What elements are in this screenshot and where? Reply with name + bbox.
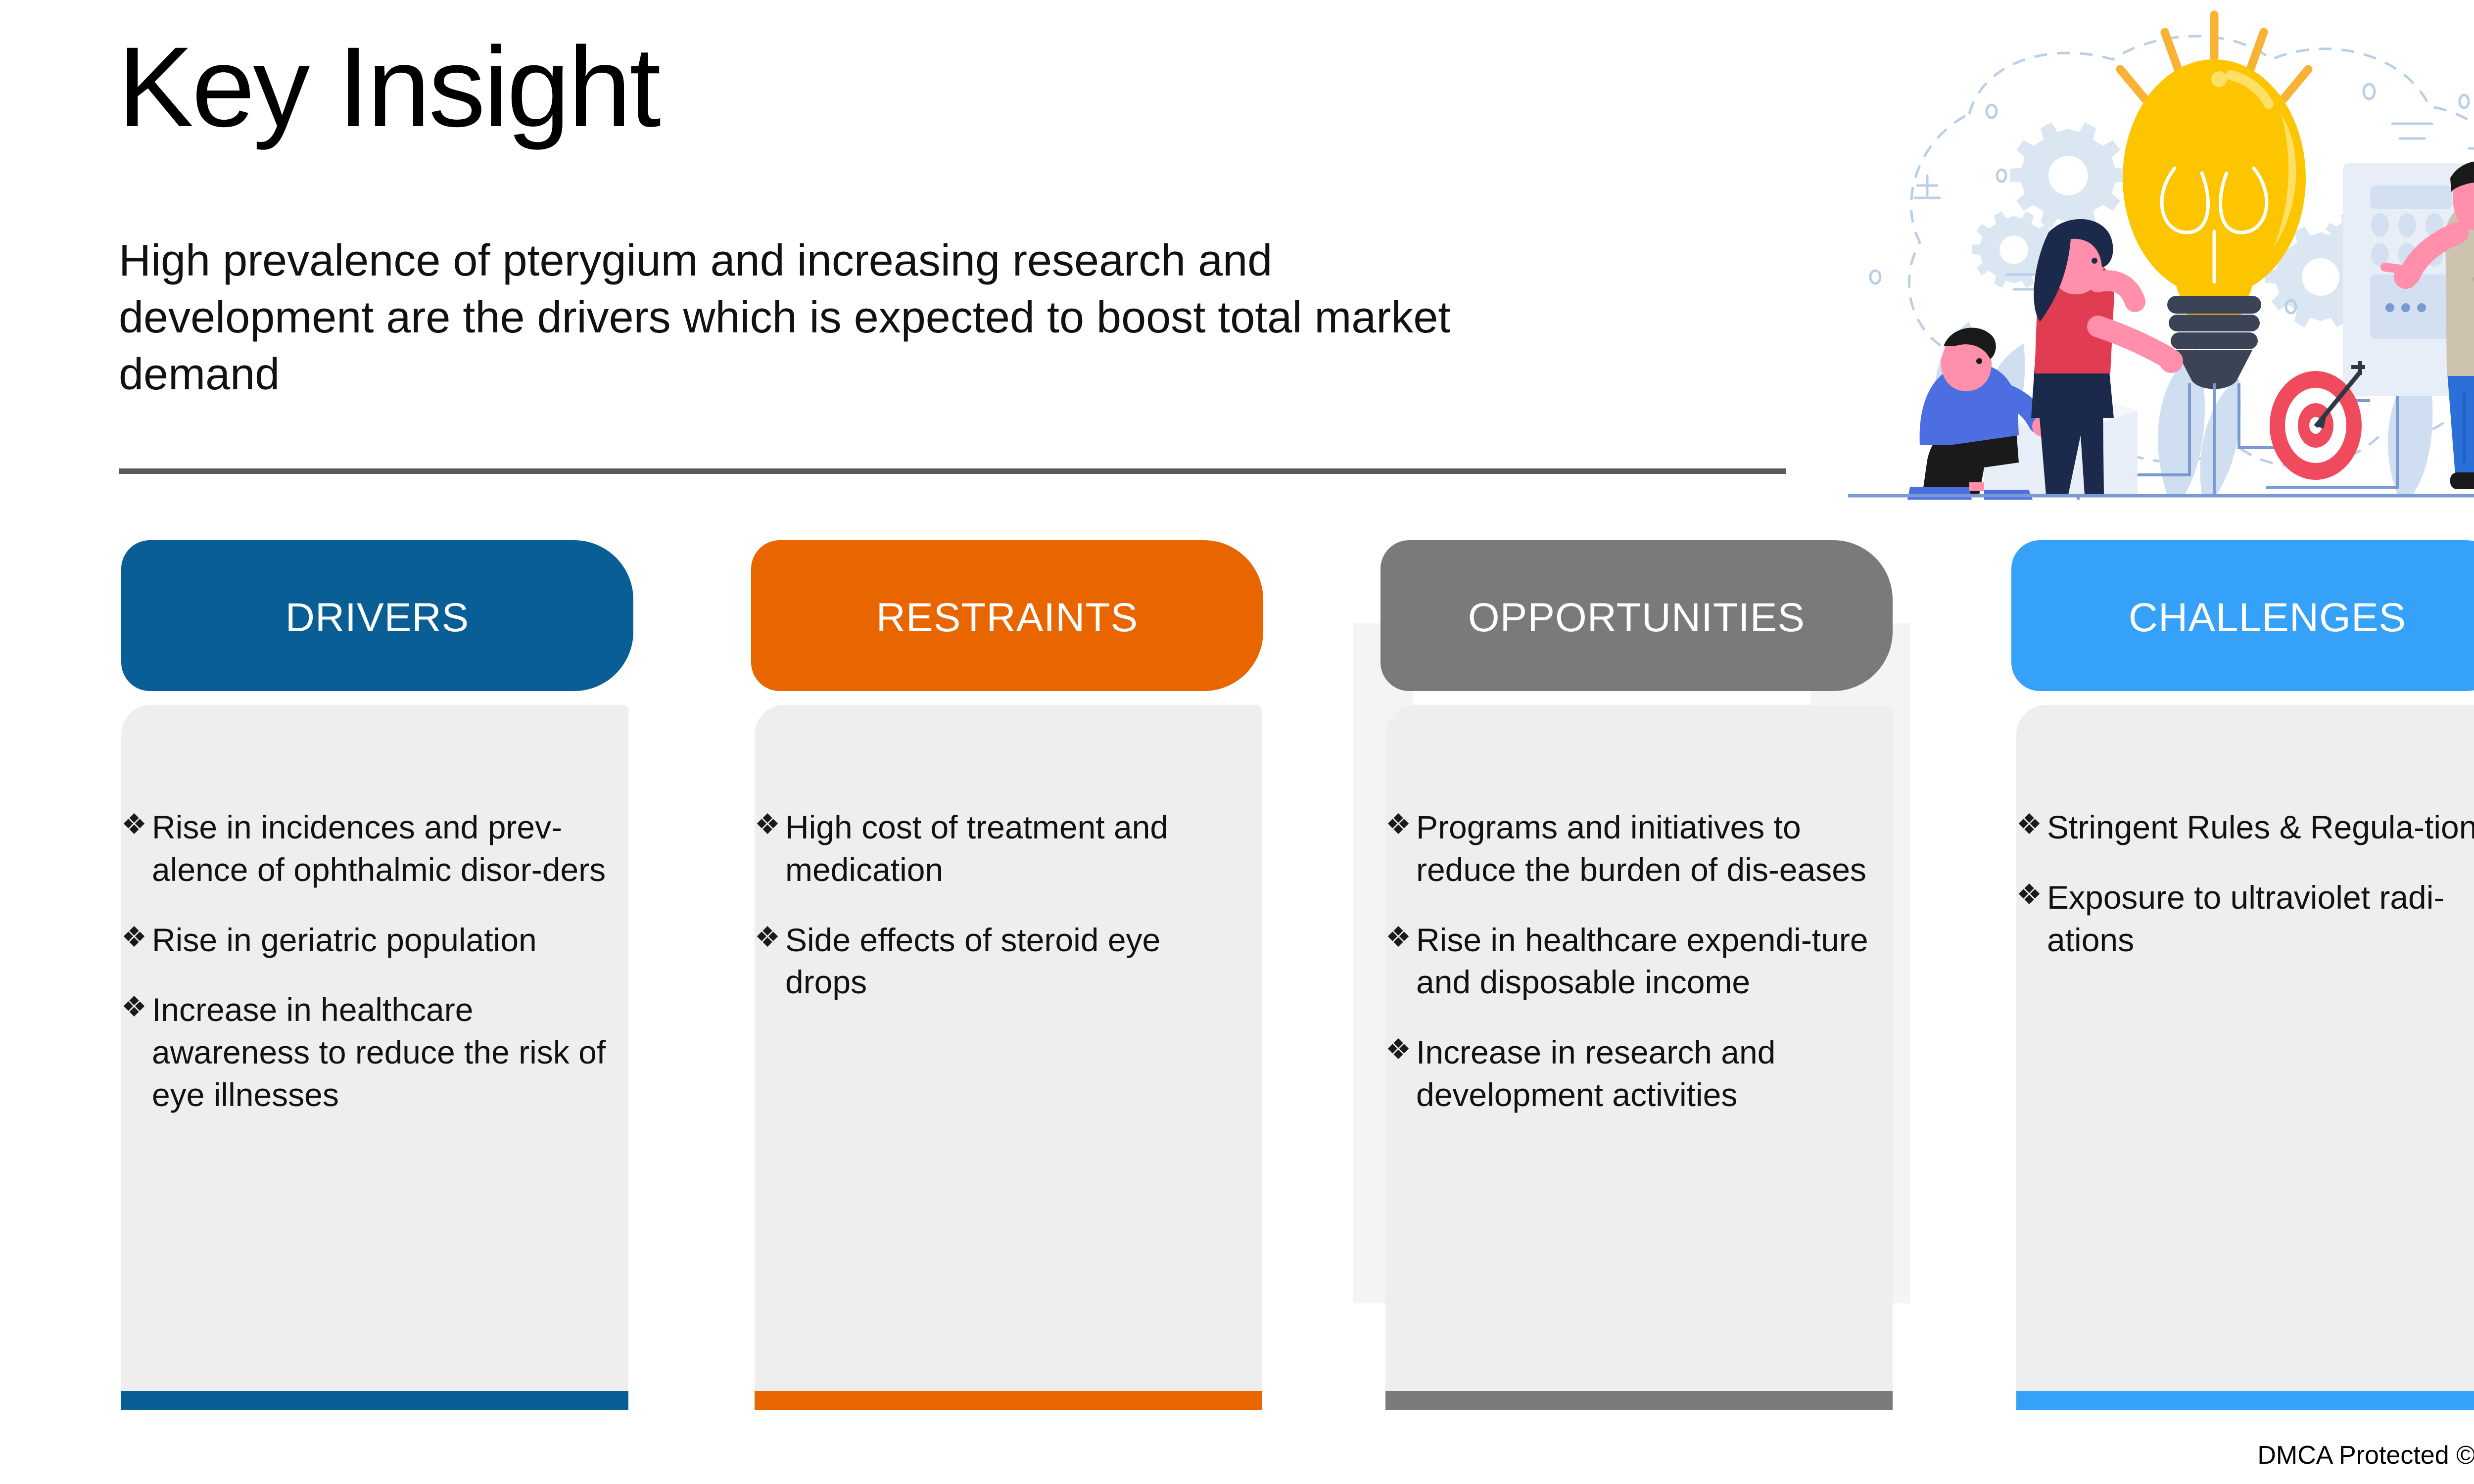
list-item-text: Increase in research and development act…	[1416, 1034, 1776, 1113]
card-bullets-opportunities: ❖ Programs and initiatives to reduce the…	[1385, 806, 1880, 1116]
list-item-text: Increase in healthcare awareness to redu…	[152, 991, 606, 1113]
card-body-restraints	[755, 705, 1262, 1392]
bullet-diamond-icon: ❖	[121, 808, 147, 840]
card-title-restraints: RESTRAINTS	[876, 595, 1139, 640]
card-title-challenges: CHALLENGES	[2128, 595, 2407, 640]
card-body-challenges	[2016, 705, 2474, 1392]
bullet-diamond-icon: ❖	[755, 921, 780, 953]
list-item-text: Side effects of steroid eye drops	[785, 921, 1161, 1001]
header-divider	[119, 468, 1786, 474]
list-item: ❖ Stringent Rules & Regula-tions	[2016, 806, 2474, 849]
card-title-opportunities: OPPORTUNITIES	[1468, 595, 1806, 640]
list-item-text: Programs and initiatives to reduce the b…	[1416, 809, 1866, 888]
card-accent-bar-opportunities	[1385, 1391, 1893, 1410]
list-item: ❖ Exposure to ultraviolet radi-ations	[2016, 877, 2474, 962]
list-item: ❖ Programs and initiatives to reduce the…	[1385, 806, 1880, 891]
card-header-restraints[interactable]: RESTRAINTS	[751, 540, 1263, 691]
list-item: ❖ Side effects of steroid eye drops	[755, 919, 1249, 1004]
list-item-text: Rise in geriatric population	[152, 921, 537, 958]
list-item: ❖ Increase in healthcare awareness to re…	[121, 989, 616, 1116]
page-title: Key Insight	[118, 23, 661, 150]
card-accent-bar-drivers	[121, 1391, 628, 1410]
list-item: ❖ Increase in research and development a…	[1385, 1031, 1880, 1116]
card-body-drivers	[121, 705, 628, 1392]
list-item-text: High cost of treatment and medication	[785, 809, 1169, 888]
list-item-text: Exposure to ultraviolet radi-ations	[2047, 879, 2445, 958]
card-accent-bar-restraints	[755, 1391, 1262, 1410]
bullet-diamond-icon: ❖	[2016, 808, 2042, 840]
bullet-diamond-icon: ❖	[755, 808, 780, 840]
card-header-drivers[interactable]: DRIVERS	[121, 540, 633, 691]
list-item: ❖ High cost of treatment and medication	[755, 806, 1249, 891]
dmca-notice: DMCA Protected © DataBridge	[2257, 1441, 2474, 1470]
card-accent-bar-challenges	[2016, 1391, 2474, 1410]
card-bullets-challenges: ❖ Stringent Rules & Regula-tions ❖ Expos…	[2016, 806, 2474, 961]
list-item-text: Stringent Rules & Regula-tions	[2047, 809, 2474, 845]
page-subtitle: High prevalence of pterygium and increas…	[119, 236, 1451, 400]
list-item-text: Rise in incidences and prev-alence of op…	[152, 809, 606, 888]
bullet-diamond-icon: ❖	[2016, 878, 2042, 911]
bullet-diamond-icon: ❖	[1385, 1033, 1411, 1066]
idea-teamwork-lightbulb-illustration	[1821, 0, 2474, 505]
bullet-diamond-icon: ❖	[121, 921, 147, 953]
bullet-diamond-icon: ❖	[121, 991, 147, 1023]
list-item-text: Rise in healthcare expendi-ture and disp…	[1416, 921, 1868, 1001]
card-bullets-drivers: ❖ Rise in incidences and prev-alence of …	[121, 806, 616, 1116]
card-header-challenges[interactable]: CHALLENGES	[2011, 540, 2474, 691]
card-header-opportunities[interactable]: OPPORTUNITIES	[1380, 540, 1893, 691]
bullet-diamond-icon: ❖	[1385, 921, 1411, 953]
list-item: ❖ Rise in geriatric population	[121, 919, 616, 962]
card-bullets-restraints: ❖ High cost of treatment and medication …	[755, 806, 1249, 1004]
card-title-drivers: DRIVERS	[285, 595, 470, 640]
list-item: ❖ Rise in healthcare expendi-ture and di…	[1385, 919, 1880, 1004]
list-item: ❖ Rise in incidences and prev-alence of …	[121, 806, 616, 891]
bullet-diamond-icon: ❖	[1385, 808, 1411, 840]
card-body-opportunities	[1385, 705, 1893, 1392]
